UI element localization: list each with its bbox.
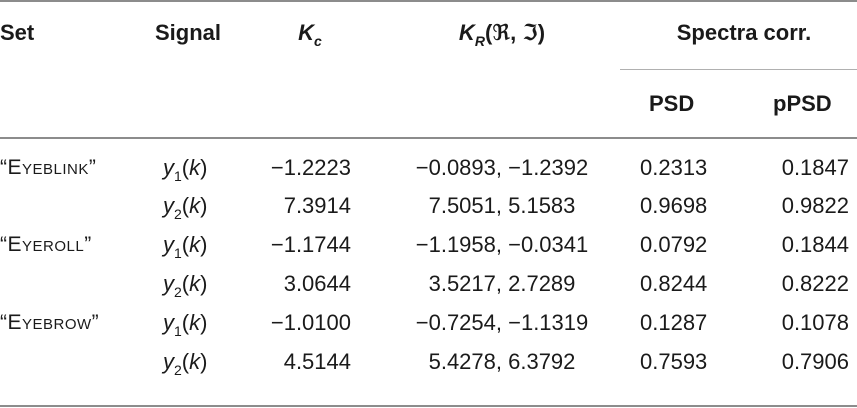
header-spectra-corr: Spectra corr.	[676, 20, 812, 45]
header-kr-args: (ℜ, ℑ)	[484, 20, 546, 45]
kc-value: 7.3914	[283, 193, 351, 218]
signal-argument: (k)	[181, 232, 208, 257]
header-kc-subscript: c	[314, 33, 322, 49]
header-kr: KR(ℜ, ℑ)	[458, 20, 546, 49]
signal-variable: y	[163, 193, 174, 218]
signal-cell: y1(k)	[163, 310, 208, 339]
ppsd-value: 0.7906	[781, 349, 849, 374]
kr-value: 3.5217, 2.7289	[428, 271, 576, 296]
psd-value: 0.2313	[640, 155, 708, 180]
psd-value: 0.1287	[640, 310, 708, 335]
signal-subscript: 2	[174, 206, 182, 222]
header-kc-symbol: K	[298, 20, 315, 45]
psd-value: 0.9698	[640, 193, 708, 218]
signal-argument: (k)	[181, 193, 208, 218]
header-signal: Signal	[155, 20, 222, 45]
kr-value: −0.0893, −1.2392	[415, 155, 589, 180]
kc-value: −1.0100	[270, 310, 351, 335]
kc-value: −1.2223	[270, 155, 351, 180]
set-name: “Eyebrow”	[0, 311, 100, 334]
signal-argument-k: k	[189, 310, 201, 335]
signal-argument-k: k	[189, 349, 201, 374]
psd-value: 0.0792	[640, 232, 708, 257]
kr-value: 7.5051, 5.1583	[428, 193, 576, 218]
psd-value: 0.7593	[640, 349, 708, 374]
spectra-group-rule	[620, 69, 857, 70]
kr-value: 5.4278, 6.3792	[428, 349, 576, 374]
signal-variable: y	[163, 310, 174, 335]
signal-argument: (k)	[181, 155, 208, 180]
signal-cell: y2(k)	[163, 271, 208, 300]
signal-cell: y1(k)	[163, 232, 208, 261]
signal-subscript: 1	[174, 168, 182, 184]
header-kr-symbol: K	[458, 20, 475, 45]
ppsd-value: 0.8222	[781, 271, 849, 296]
signal-subscript: 2	[174, 284, 182, 300]
signal-subscript: 1	[174, 323, 182, 339]
kr-value: −0.7254, −1.1319	[415, 310, 589, 335]
signal-subscript: 1	[174, 245, 182, 261]
ppsd-value: 0.1847	[781, 155, 849, 180]
signal-cell: y2(k)	[163, 349, 208, 378]
header-psd: PSD	[649, 91, 695, 116]
signal-argument: (k)	[181, 271, 208, 296]
ppsd-value: 0.1078	[781, 310, 849, 335]
header-kc: Kc	[298, 20, 322, 49]
table-bottom-rule	[0, 405, 857, 407]
signal-variable: y	[163, 155, 174, 180]
table-top-rule	[0, 0, 857, 2]
ppsd-value: 0.1844	[781, 232, 849, 257]
kc-value: 3.0644	[283, 271, 351, 296]
psd-value: 0.8244	[640, 271, 708, 296]
signal-argument: (k)	[181, 349, 208, 374]
signal-argument: (k)	[181, 310, 208, 335]
header-bottom-rule	[0, 137, 857, 139]
signal-cell: y2(k)	[163, 193, 208, 222]
signal-variable: y	[163, 349, 174, 374]
signal-argument-k: k	[189, 193, 201, 218]
signal-variable: y	[163, 232, 174, 257]
set-name: “Eyeroll”	[0, 233, 92, 256]
header-ppsd: pPSD	[773, 91, 832, 116]
signal-argument-k: k	[189, 155, 201, 180]
header-kr-subscript: R	[474, 33, 485, 49]
signal-subscript: 2	[174, 362, 182, 378]
signal-argument-k: k	[189, 271, 201, 296]
header-set: Set	[0, 20, 35, 45]
signal-argument-k: k	[189, 232, 201, 257]
kr-value: −1.1958, −0.0341	[415, 232, 589, 257]
kc-value: 4.5144	[283, 349, 351, 374]
kc-value: −1.1744	[270, 232, 351, 257]
set-name: “Eyeblink”	[0, 156, 97, 179]
signal-cell: y1(k)	[163, 155, 208, 184]
signal-variable: y	[163, 271, 174, 296]
ppsd-value: 0.9822	[781, 193, 849, 218]
